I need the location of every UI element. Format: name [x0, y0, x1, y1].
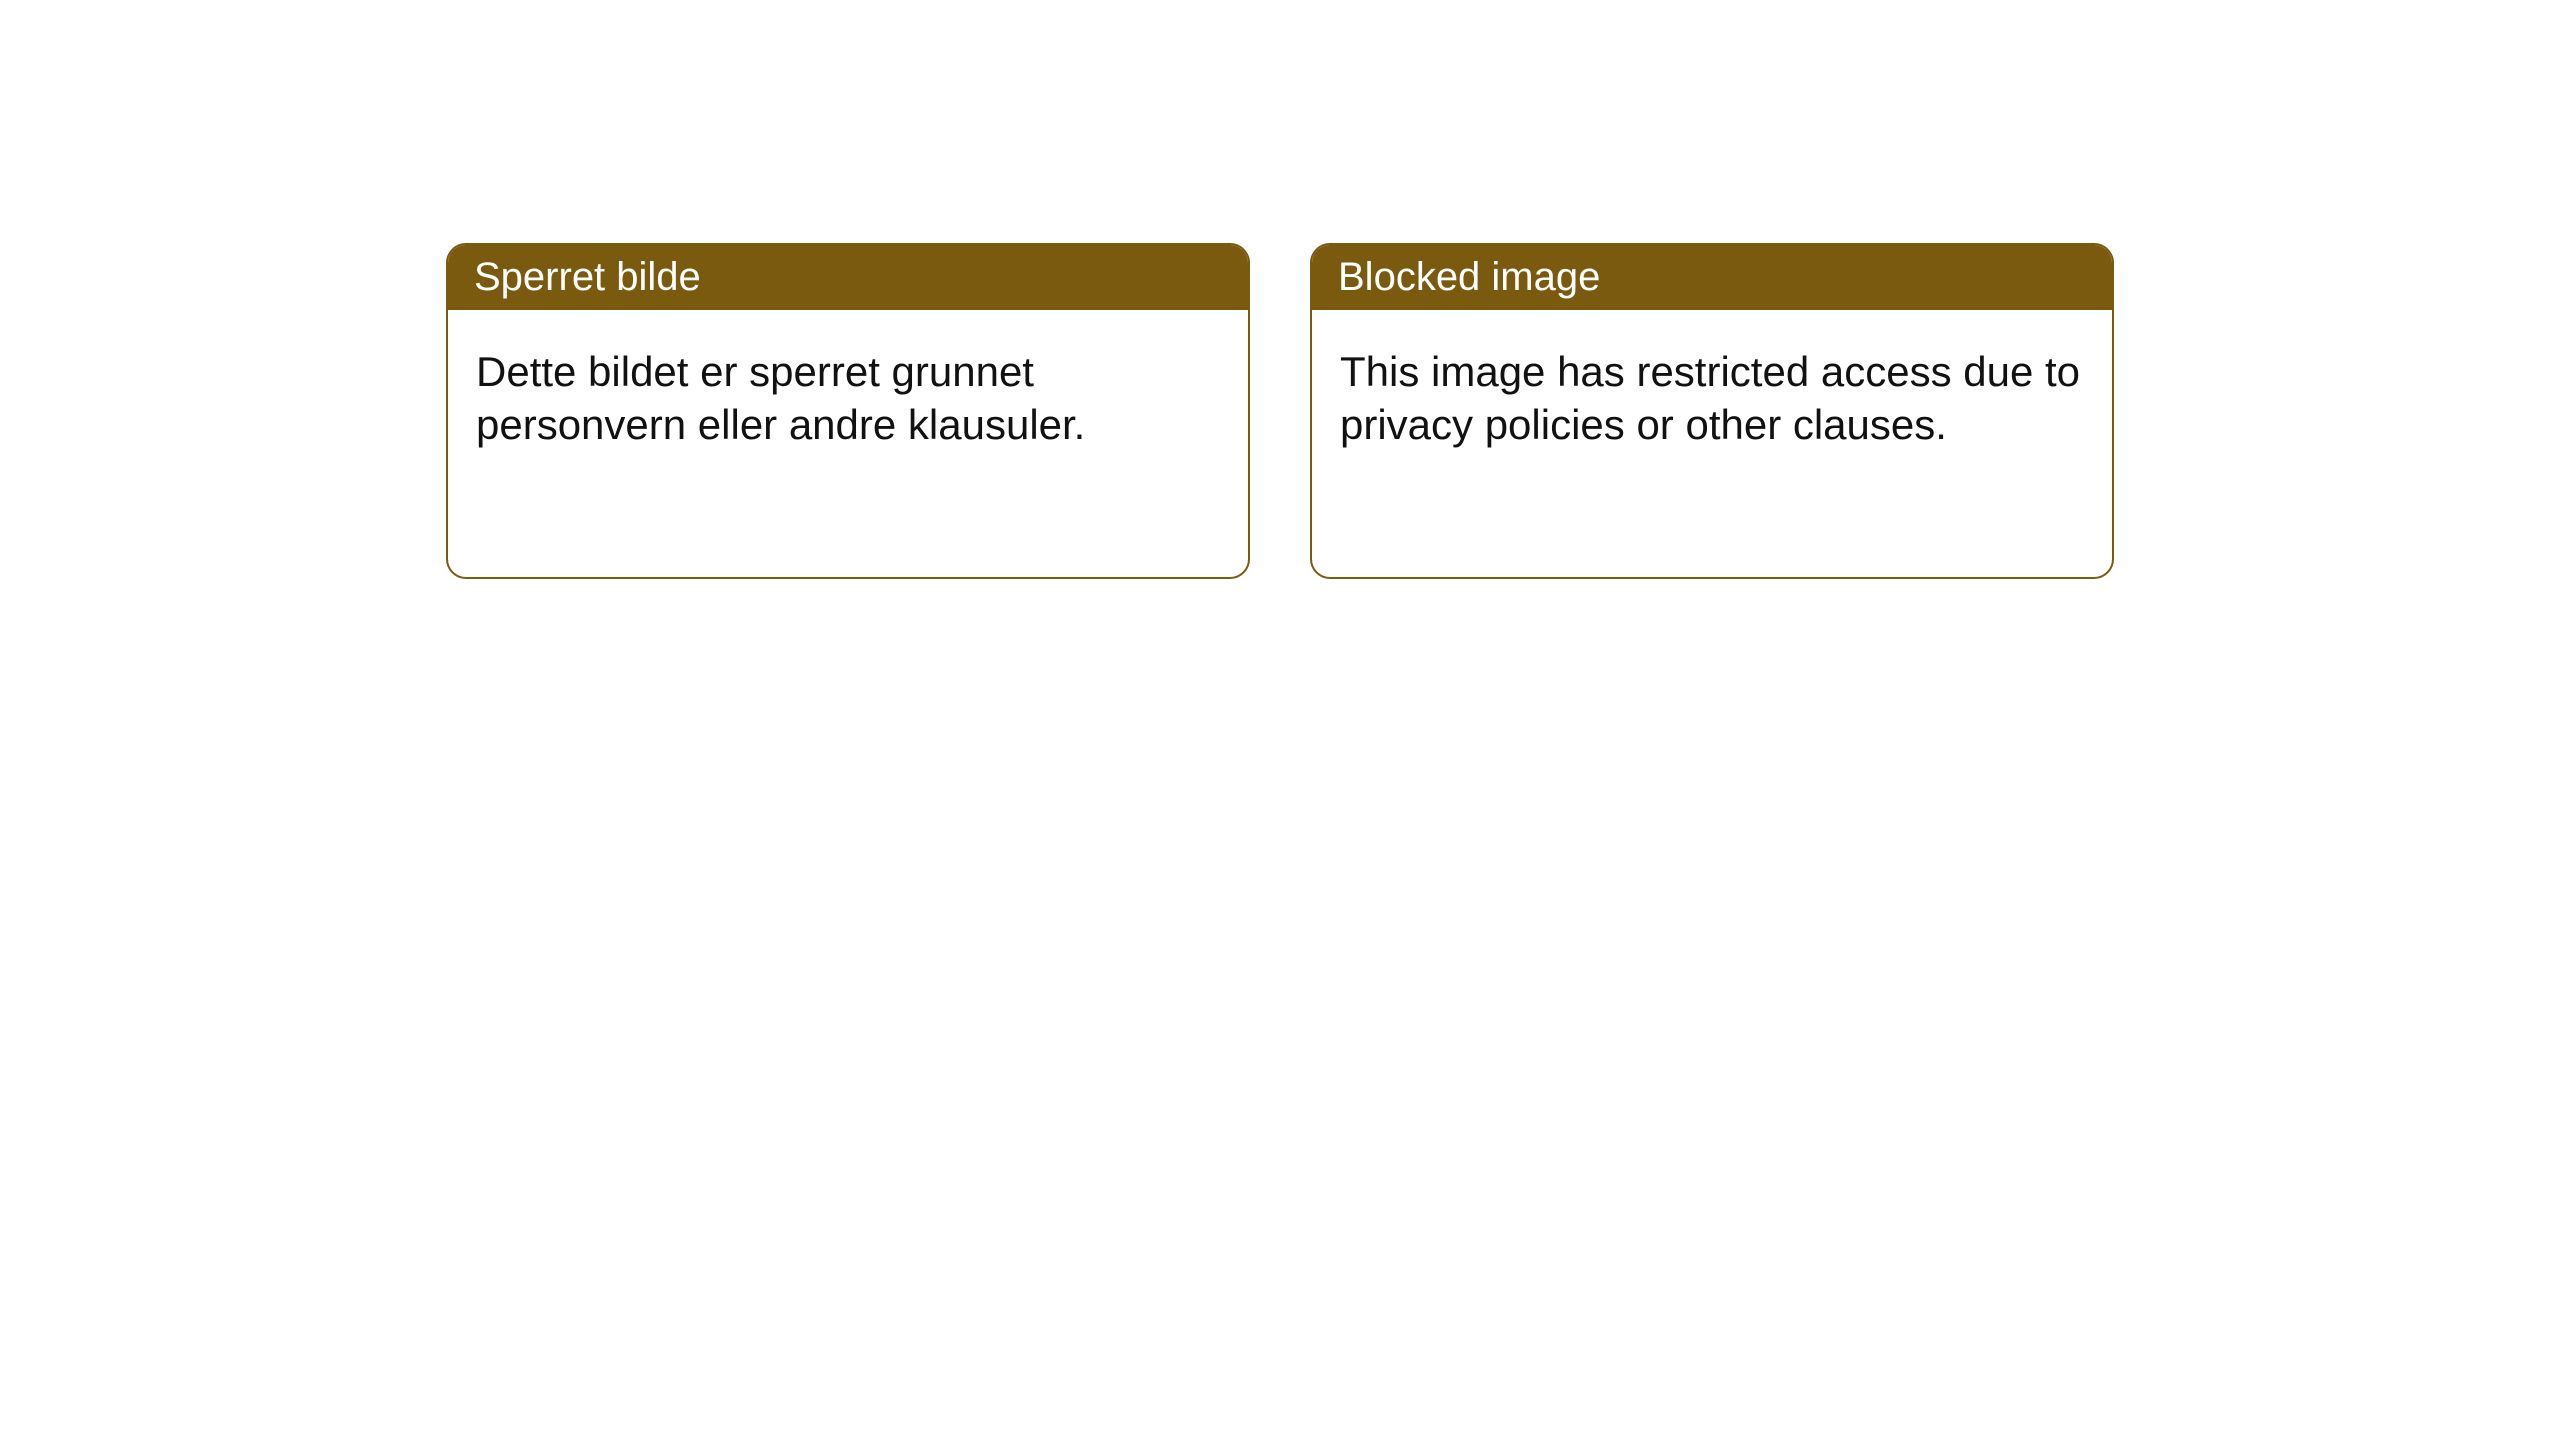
notice-card-header: Blocked image — [1312, 245, 2112, 310]
notice-card-container: Sperret bilde Dette bildet er sperret gr… — [446, 243, 2114, 579]
notice-card-body: This image has restricted access due to … — [1312, 310, 2112, 487]
notice-card-body: Dette bildet er sperret grunnet personve… — [448, 310, 1248, 487]
notice-card-norwegian: Sperret bilde Dette bildet er sperret gr… — [446, 243, 1250, 579]
notice-card-english: Blocked image This image has restricted … — [1310, 243, 2114, 579]
notice-card-header: Sperret bilde — [448, 245, 1248, 310]
